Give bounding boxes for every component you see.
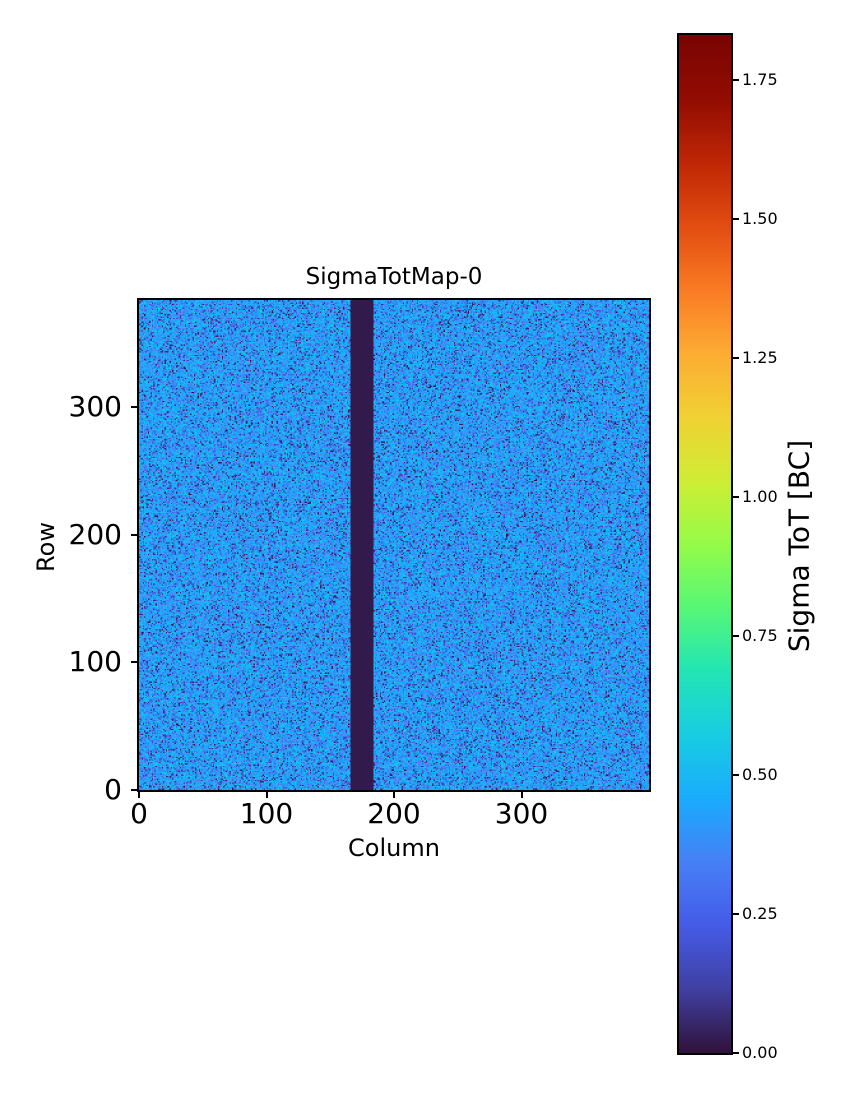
colorbar: [677, 33, 733, 1055]
colorbar-tick-label: 1.75: [742, 69, 778, 89]
x-axis-tick: [393, 790, 395, 798]
colorbar-tick-label: 0.75: [742, 625, 778, 645]
colorbar-label: Sigma ToT [BC]: [782, 439, 816, 653]
colorbar-tick: [731, 773, 739, 776]
colorbar-tick: [731, 78, 739, 81]
colorbar-tick: [731, 217, 739, 220]
x-axis-tick-label: 100: [239, 797, 294, 830]
y-axis-tick: [131, 406, 139, 409]
y-axis-tick-label: 100: [68, 645, 122, 679]
colorbar-tick: [731, 356, 739, 359]
colorbar-tick-label: 1.50: [742, 208, 778, 228]
heatmap-canvas: [139, 300, 649, 790]
colorbar-tick: [731, 1052, 739, 1054]
colorbar-tick-label: 0.50: [742, 764, 778, 784]
colorbar-tick: [731, 634, 739, 637]
x-axis-tick: [520, 790, 523, 798]
x-axis-tick-label: 300: [494, 797, 549, 830]
colorbar-canvas: [679, 35, 731, 1053]
heatmap-plot-area: [137, 298, 651, 792]
x-axis-tick: [138, 790, 140, 798]
colorbar-tick-label: 0.25: [742, 903, 778, 923]
colorbar-tick-label: 0.00: [742, 1043, 778, 1062]
y-axis-tick: [131, 533, 139, 536]
y-axis-tick-label: 0: [104, 773, 122, 806]
plot-title: SigmaTotMap-0: [305, 264, 483, 290]
y-axis-tick-label: 300: [68, 390, 122, 424]
y-axis-tick-label: 200: [68, 517, 122, 551]
colorbar-tick-label: 1.25: [742, 347, 778, 367]
x-axis-tick: [265, 790, 268, 798]
y-axis-tick: [131, 789, 139, 791]
colorbar-tick-label: 1.00: [742, 486, 778, 506]
x-axis-tick-label: 200: [367, 797, 421, 830]
y-axis-tick: [131, 661, 139, 664]
colorbar-tick: [731, 912, 739, 915]
x-axis-label: Column: [348, 834, 440, 862]
x-axis-tick-label: 0: [130, 797, 148, 830]
colorbar-tick: [731, 495, 739, 498]
